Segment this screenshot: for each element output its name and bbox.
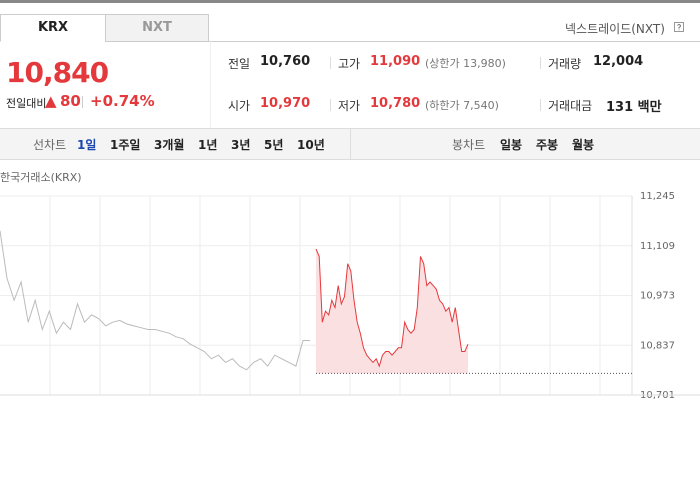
divider [350, 128, 351, 159]
period-button[interactable]: 3년 [231, 138, 251, 152]
period-button[interactable]: 1일 [77, 138, 97, 152]
info-label: 고가 [338, 57, 361, 71]
chart-source: 한국거래소(KRX) [0, 171, 82, 184]
info-label: 시가 [228, 99, 251, 113]
divider [210, 40, 211, 128]
price-line [0, 230, 310, 371]
divider [330, 99, 331, 111]
candle-button[interactable]: 주봉 [536, 138, 559, 152]
info-value: 10,780 [370, 96, 421, 111]
period-button[interactable]: 1년 [198, 138, 218, 152]
divider [540, 57, 541, 69]
info-note: (하한가 7,540) [425, 99, 499, 112]
tab-line [105, 41, 700, 42]
info-label: 거래대금 [548, 99, 593, 113]
change: 80 [60, 92, 81, 110]
price-line [315, 248, 469, 368]
info-value: 11,090 [370, 54, 421, 69]
info-label: 거래량 [548, 57, 582, 71]
help-icon[interactable] [674, 22, 684, 32]
y-tick-label: 11,109 [640, 241, 675, 252]
change-arrow: ▲ [45, 92, 57, 110]
nxt-link[interactable]: 넥스트레이드(NXT) [565, 22, 665, 36]
info-note: (상한가 13,980) [425, 57, 506, 70]
current-price: 10,840 [6, 56, 109, 89]
divider [330, 57, 331, 69]
y-tick-label: 10,973 [640, 291, 675, 302]
candle-button[interactable]: 일봉 [500, 138, 523, 152]
period-button[interactable]: 1주일 [110, 138, 141, 152]
line-chart-label: 선차트 [33, 138, 67, 152]
info-value: 10,760 [260, 54, 311, 69]
info-label: 저가 [338, 99, 361, 113]
change-label: 전일대비 [6, 97, 47, 110]
candle-chart-label: 봉차트 [452, 138, 486, 152]
candle-button[interactable]: 월봉 [572, 138, 595, 152]
info-label: 전일 [228, 57, 251, 71]
info-value: 10,970 [260, 96, 311, 111]
period-button[interactable]: 3개월 [154, 138, 185, 152]
period-button[interactable]: 5년 [264, 138, 284, 152]
top-border [0, 0, 700, 3]
tab-krx[interactable]: KRX [0, 14, 106, 42]
info-value: 12,004 [593, 54, 644, 69]
divider [540, 99, 541, 111]
info-value: 131 백만 [606, 100, 662, 115]
area-fill [316, 249, 468, 374]
y-tick-label: 10,837 [640, 340, 675, 351]
change-pct: +0.74% [90, 92, 155, 110]
period-button[interactable]: 10년 [297, 138, 325, 152]
divider [82, 96, 83, 108]
y-tick-label: 11,245 [640, 191, 675, 202]
